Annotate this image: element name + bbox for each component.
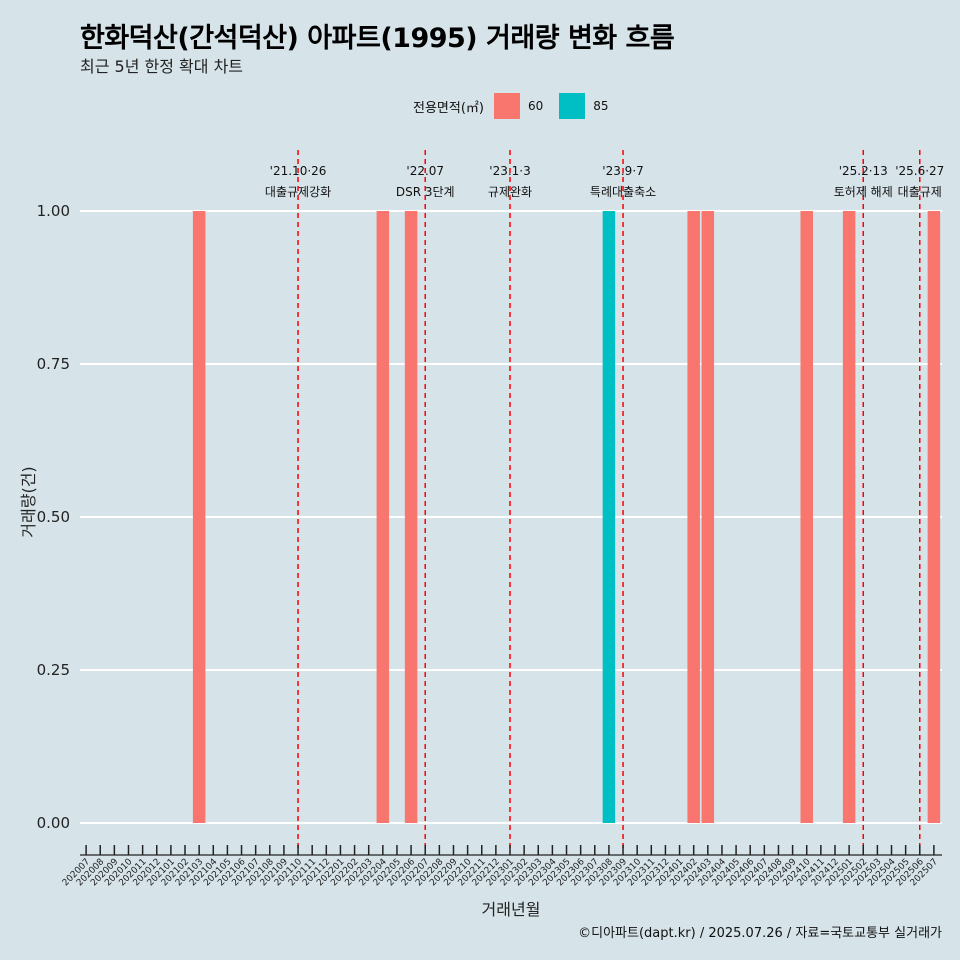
bar-60-202402 (687, 211, 700, 823)
event-date-label: '22.07 (406, 164, 444, 178)
legend: 전용면적(㎡) 60 85 (413, 93, 625, 119)
event-desc-label: 토허제 해제 (834, 185, 893, 199)
legend-title: 전용면적(㎡) (413, 100, 484, 116)
legend-label-60: 60 (527, 99, 544, 113)
chart-subtitle: 최근 5년 한정 확대 차트 (80, 57, 244, 76)
event-desc-label: 규제완화 (488, 185, 532, 199)
y-tick-label: 1.00 (37, 202, 70, 220)
event-desc-label: 특례대출축소 (590, 185, 656, 199)
bar-60-202501 (842, 211, 856, 823)
event-date-label: '23.9·7 (602, 164, 643, 178)
event-desc-label: 대출규제강화 (265, 185, 331, 199)
legend-label-85: 85 (593, 99, 609, 113)
source-caption: ©디아파트(dapt.kr) / 2025.07.26 / 자료=국토교통부 실… (578, 926, 942, 941)
y-tick-label: 0.75 (37, 355, 70, 373)
event-date-label: '23.1·3 (489, 164, 530, 178)
y-tick-label: 0.25 (37, 661, 70, 679)
event-date-label: '25.6·27 (895, 164, 944, 178)
event-desc-label: 대출규제 (898, 185, 942, 199)
event-desc-label: DSR 3단계 (396, 185, 455, 199)
bar-60-202410 (800, 211, 813, 823)
bar-60-202204 (376, 211, 390, 823)
x-axis-title: 거래년월 (482, 900, 541, 919)
chart-title: 한화덕산(간석덕산) 아파트(1995) 거래량 변화 흐름 (80, 23, 675, 54)
event-date-label: '25.2·13 (839, 164, 888, 178)
y-axis-title: 거래량(건) (19, 466, 38, 537)
bar-60-202403 (701, 211, 715, 823)
bar-60-202507 (927, 211, 941, 823)
y-tick-label: 0.50 (37, 508, 70, 526)
bar-60-202103 (192, 211, 206, 823)
bar-85-202308 (602, 211, 616, 823)
event-date-label: '21.10·26 (270, 164, 327, 178)
y-tick-label: 0.00 (37, 814, 70, 832)
legend-swatch-60 (493, 93, 520, 119)
bar-60-202206 (404, 211, 418, 823)
legend-swatch-85 (559, 93, 586, 119)
